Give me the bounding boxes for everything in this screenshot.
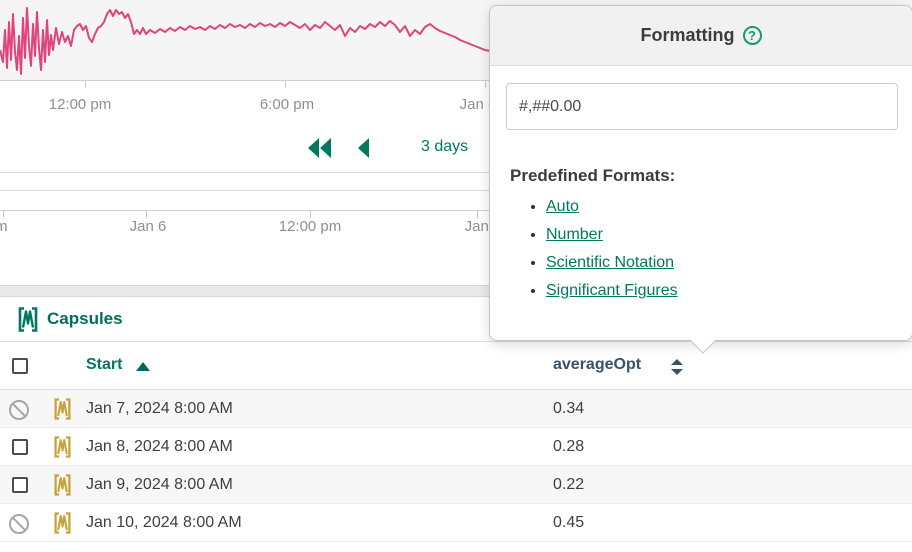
lane-divider: [0, 190, 912, 191]
list-item: Number: [546, 226, 678, 244]
sort-ascending-icon[interactable]: [136, 362, 150, 371]
table-row[interactable]: Jan 8, 2024 8:00 AM 0.28: [0, 428, 912, 466]
axis2-label: Jan 6: [129, 218, 167, 235]
step-back-double-button[interactable]: [306, 137, 333, 159]
capsule-start-cell: Jan 9, 2024 8:00 AM: [86, 476, 233, 493]
format-link-scientific-notation[interactable]: Scientific Notation: [546, 254, 675, 271]
capsule-value-cell: 0.22: [553, 476, 585, 493]
axis-tick: [310, 211, 311, 218]
predefined-formats-list: Auto Number Scientific Notation Signific…: [530, 198, 678, 310]
table-row[interactable]: Jan 7, 2024 8:00 AM 0.34: [0, 390, 912, 428]
column-header-averageopt[interactable]: averageOpt: [553, 356, 642, 373]
sort-both-icon[interactable]: [670, 358, 684, 376]
trend-chart-svg: [0, 7, 491, 75]
capsules-titlebar: Capsules: [0, 297, 912, 341]
time-range-toolbar: 3 days: [0, 136, 912, 164]
axis2-label: 12:00 pm: [278, 218, 342, 235]
list-item: Significant Figures: [546, 282, 678, 300]
axis1-label: Jan 6: [459, 96, 497, 113]
list-item: Scientific Notation: [546, 254, 678, 272]
formatting-popup-header: Formatting ?: [490, 6, 912, 66]
lane-divider: [0, 172, 912, 173]
help-icon[interactable]: ?: [742, 26, 762, 45]
axis1-label: 6:00 pm: [259, 96, 315, 113]
capsule-value-cell: 0.34: [553, 400, 585, 417]
column-header-start[interactable]: Start: [86, 356, 123, 373]
format-string-input[interactable]: [506, 83, 898, 130]
popup-title: Formatting: [640, 25, 735, 45]
capsule-value-cell: 0.45: [553, 514, 585, 531]
capsule-icon: [54, 474, 71, 496]
axis-tick: [477, 211, 478, 218]
axis-tick: [3, 211, 4, 218]
excluded-icon[interactable]: [8, 399, 30, 421]
select-all-checkbox[interactable]: [12, 358, 28, 374]
axis-tick: [485, 81, 486, 88]
excluded-icon[interactable]: [8, 513, 30, 535]
axis-tick: [146, 211, 147, 218]
axis2-label: 12:00 pm: [0, 218, 8, 235]
row-checkbox[interactable]: [12, 477, 28, 493]
trend-line: [0, 7, 491, 75]
capsule-icon: [54, 398, 71, 420]
table-row[interactable]: Jan 10, 2024 8:00 AM 0.45: [0, 504, 912, 542]
format-link-auto[interactable]: Auto: [546, 198, 579, 215]
row-checkbox[interactable]: [12, 439, 28, 455]
format-link-number[interactable]: Number: [546, 226, 603, 243]
capsule-start-cell: Jan 10, 2024 8:00 AM: [86, 514, 242, 531]
axis-tick: [285, 81, 286, 88]
capsule-start-cell: Jan 7, 2024 8:00 AM: [86, 400, 233, 417]
axis-tick: [85, 81, 86, 88]
table-row[interactable]: Jan 9, 2024 8:00 AM 0.22: [0, 466, 912, 504]
capsules-pane-title: Capsules: [47, 309, 123, 328]
step-back-button[interactable]: [356, 137, 371, 159]
capsule-icon: [18, 307, 38, 332]
predefined-formats-heading: Predefined Formats:: [510, 166, 676, 185]
divider: [0, 341, 912, 342]
capsule-start-cell: Jan 8, 2024 8:00 AM: [86, 438, 233, 455]
format-link-significant-figures[interactable]: Significant Figures: [546, 282, 678, 299]
axis2-line: [0, 210, 912, 211]
capsules-table-header: Start averageOpt: [0, 342, 912, 390]
formatting-popup: Formatting ? Predefined Formats: Auto Nu…: [489, 5, 912, 341]
capsule-icon: [54, 512, 71, 534]
capsule-value-cell: 0.28: [553, 438, 585, 455]
duration-label[interactable]: 3 days: [421, 138, 469, 155]
capsule-icon: [54, 436, 71, 458]
axis1-label: 12:00 pm: [48, 96, 112, 113]
list-item: Auto: [546, 198, 678, 216]
capsules-pane: Capsules Start averageOpt: [0, 297, 912, 552]
